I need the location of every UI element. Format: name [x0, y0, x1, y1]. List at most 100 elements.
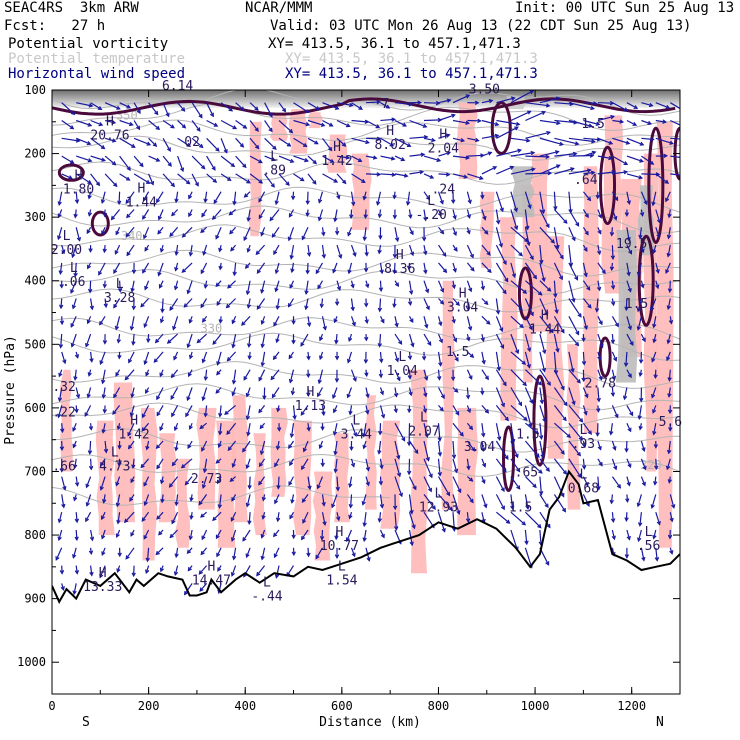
wind-vector [332, 262, 338, 273]
wind-vector-head [215, 459, 220, 464]
wind-vector [582, 405, 587, 415]
wind-vector-head [290, 499, 295, 504]
wind-vector [423, 476, 432, 492]
wind-vector [637, 316, 642, 330]
wind-vector [597, 115, 614, 122]
wind-vector-head [320, 426, 325, 431]
wind-vector [247, 423, 251, 436]
wind-vector [510, 511, 526, 526]
wind-vector [568, 369, 581, 384]
wind-vector [346, 529, 353, 542]
wind-vector [130, 316, 135, 330]
wind-vector-head [348, 503, 354, 509]
wind-vector-head [126, 213, 131, 219]
wind-vector-head [97, 106, 103, 110]
wind-vector-head [486, 320, 491, 325]
wind-vector [177, 173, 190, 185]
wind-vector-head [423, 250, 428, 256]
wind-vector-head [215, 147, 220, 152]
wind-vector-head [189, 497, 194, 502]
wind-vector [318, 209, 324, 221]
pv-contour-loop [599, 145, 617, 226]
wind-vector-head [156, 515, 161, 520]
wind-vector-head [159, 318, 165, 324]
wind-vector-head [488, 98, 494, 104]
wind-vector [322, 155, 334, 163]
wind-vector [61, 244, 65, 254]
wind-vector [115, 476, 121, 486]
wind-vector-head [680, 156, 683, 159]
wind-vector [58, 512, 63, 523]
wind-vector-head [60, 428, 65, 434]
wind-vector [597, 137, 613, 145]
wind-vector-head [315, 554, 320, 560]
wind-vector-head [276, 407, 281, 413]
theta-contour-line [52, 268, 680, 295]
wind-vector-head [74, 482, 80, 487]
wind-vector-head [232, 200, 237, 206]
wind-vector-head [155, 157, 161, 162]
wind-vector [611, 245, 614, 259]
wind-vector-head [538, 491, 544, 496]
wind-vector-head [668, 319, 674, 325]
wind-vector-head [624, 554, 630, 559]
wind-vector-head [143, 482, 148, 487]
wind-vector [362, 494, 367, 505]
hl-value-label: 1.42 [321, 154, 352, 169]
wind-vector-head [170, 124, 175, 129]
wind-vector [191, 120, 201, 132]
wind-vector-head [524, 237, 529, 243]
wind-vector [334, 440, 338, 455]
wind-vector [102, 423, 106, 433]
wind-vector-head [560, 450, 565, 455]
wind-vector [351, 119, 369, 123]
wind-vector [133, 102, 141, 114]
wind-vector-head [596, 397, 601, 403]
wind-vector-head [587, 430, 592, 436]
wind-vector [319, 440, 324, 449]
wind-vector-head [262, 395, 267, 400]
wind-vector-head [131, 269, 137, 275]
wind-vector [141, 511, 150, 522]
wind-vector-head [545, 103, 551, 108]
wind-vector [654, 476, 657, 485]
wind-vector [219, 405, 222, 417]
wind-vector [116, 494, 121, 507]
wind-vector-head [271, 157, 276, 162]
wind-vector [111, 209, 121, 220]
wind-vector [437, 369, 441, 380]
wind-vector-head [305, 200, 310, 206]
wind-vector [655, 547, 658, 561]
wind-vector [394, 458, 401, 477]
wind-vector [90, 565, 93, 576]
hl-marker: H [386, 124, 394, 139]
wind-vector [423, 155, 441, 162]
wind-vector [568, 351, 574, 372]
wind-vector [437, 244, 447, 257]
wind-vector [227, 440, 237, 451]
wind-vector-head [377, 249, 382, 255]
wind-vector [104, 102, 120, 110]
wind-vector [307, 155, 317, 164]
wind-vector-head [86, 229, 91, 235]
wind-vector [641, 102, 653, 107]
wind-vector [235, 102, 245, 111]
wind-vector-head [496, 366, 501, 372]
wind-vector [582, 494, 590, 507]
wind-vector [89, 280, 92, 293]
wind-vector-head [469, 253, 474, 259]
wind-vector [249, 173, 263, 184]
wind-vector-head [131, 305, 137, 311]
wind-vector-head [481, 479, 486, 485]
wind-vector [597, 458, 603, 466]
wind-vector-head [289, 284, 294, 289]
wind-vector [307, 316, 311, 326]
wind-vector [524, 191, 531, 209]
wind-vector [365, 101, 380, 104]
wind-vector [101, 529, 106, 539]
wind-vector-head [261, 496, 266, 502]
wind-vector-head [625, 140, 631, 145]
wind-vector-head [421, 237, 427, 242]
wind-vector-head [584, 213, 589, 219]
wind-vector-head [408, 290, 414, 296]
